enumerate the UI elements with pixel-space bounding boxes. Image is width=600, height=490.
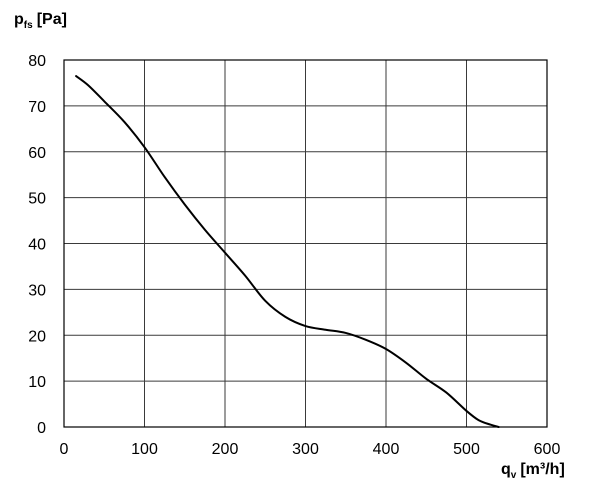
x-tick-label-1: 100 — [131, 441, 158, 458]
y-tick-label-7: 70 — [28, 99, 46, 116]
y-axis-label-main: p — [14, 11, 24, 28]
x-axis-label-main: q — [501, 461, 511, 478]
x-axis-title: qv [m³/h] — [501, 461, 565, 481]
y-tick-label-1: 10 — [28, 374, 46, 391]
x-tick-label-4: 400 — [373, 441, 400, 458]
series-line — [75, 75, 500, 428]
x-tick-labels: 0 100 200 300 400 500 600 — [60, 441, 561, 458]
x-tick-label-2: 200 — [212, 441, 239, 458]
x-tick-label-3: 300 — [292, 441, 319, 458]
y-axis-label-sub: fs — [24, 20, 33, 31]
y-axis-title: pfs [Pa] — [14, 11, 67, 31]
x-tick-label-6: 600 — [534, 441, 561, 458]
y-tick-label-8: 80 — [28, 53, 46, 70]
y-tick-label-0: 0 — [37, 420, 46, 437]
plot-frame — [63, 59, 548, 428]
x-axis-label-unit: [m³/h] — [520, 461, 564, 478]
y-tick-labels: 0 10 20 30 40 50 60 70 80 — [28, 53, 46, 437]
y-tick-label-5: 50 — [28, 191, 46, 208]
y-tick-label-3: 30 — [28, 282, 46, 299]
y-axis-label-unit: [Pa] — [37, 11, 67, 28]
y-tick-label-2: 20 — [28, 328, 46, 345]
y-tick-label-4: 40 — [28, 237, 46, 254]
y-tick-label-6: 60 — [28, 145, 46, 162]
x-tick-label-0: 0 — [60, 441, 69, 458]
x-tick-label-5: 500 — [453, 441, 480, 458]
grid — [63, 59, 548, 428]
x-axis-label-sub: v — [511, 470, 517, 481]
